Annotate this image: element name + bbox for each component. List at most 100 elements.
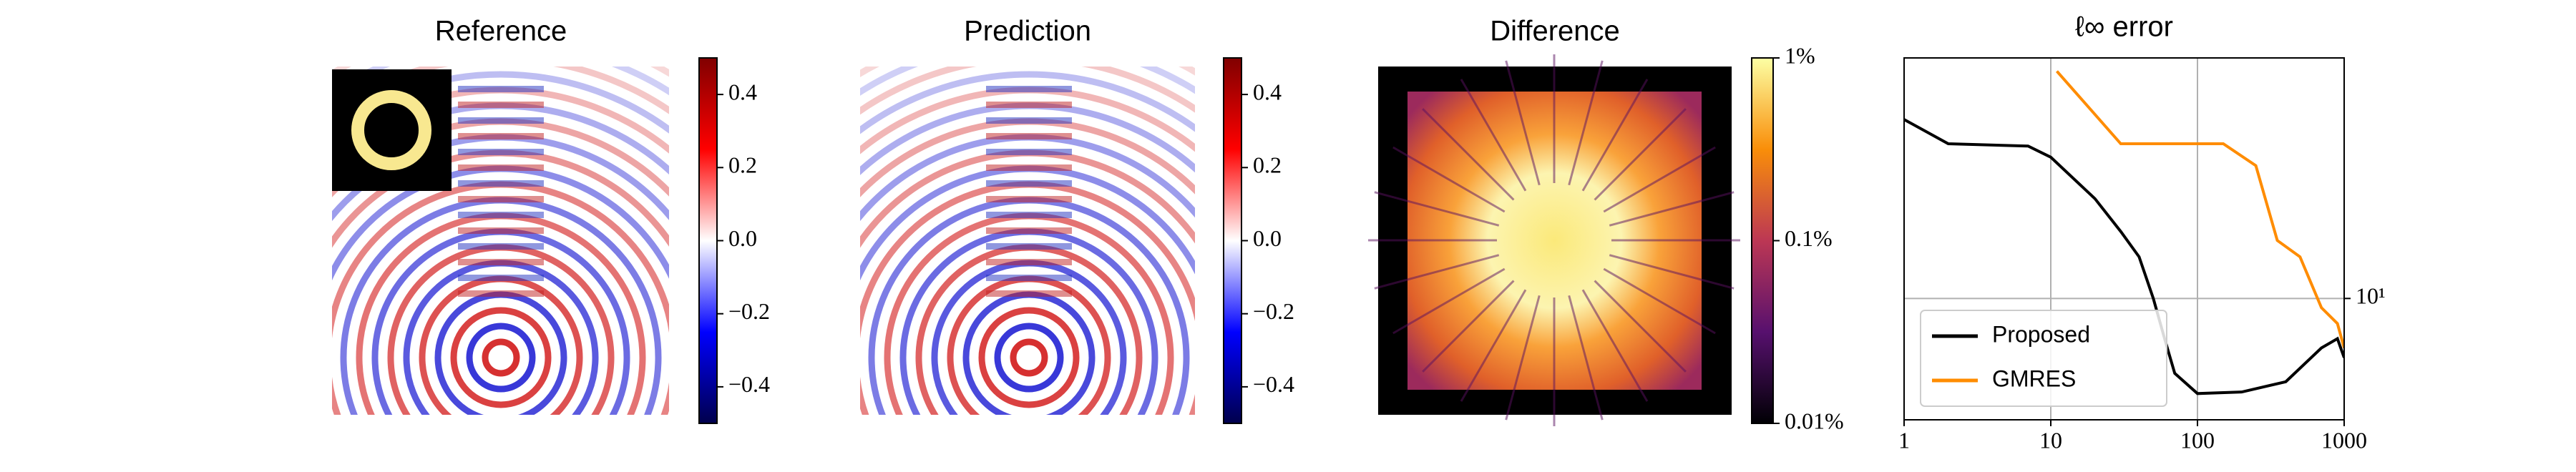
wave-ring (588, 0, 1470, 472)
line-series (2055, 70, 2344, 349)
ray (1505, 295, 1541, 421)
colorbar-tick-label: −0.4 (1253, 371, 1294, 397)
wave-ring (123, 0, 879, 472)
prediction-field (588, 0, 1470, 472)
wave-band (458, 275, 544, 281)
colorbar-tick-label: 0.1% (1785, 225, 1833, 251)
wave-band (458, 164, 544, 171)
ray (1609, 254, 1735, 290)
wave-ring (44, 0, 957, 472)
wave-ring (651, 0, 1407, 472)
wave-band (458, 259, 544, 265)
wave-ring (332, 102, 669, 176)
wave-band (986, 290, 1072, 297)
wave-band (986, 196, 1072, 202)
ray (1374, 191, 1500, 227)
wave-band (986, 259, 1072, 265)
wave-band (986, 212, 1072, 218)
ray (1460, 289, 1527, 402)
wave-band (986, 86, 1072, 92)
wave-band (986, 243, 1072, 250)
ray (1392, 267, 1506, 335)
wave-ring (667, 0, 1391, 472)
colorbar-tick-label: 0.01% (1785, 408, 1844, 433)
colorbar-tick-label: −0.4 (728, 371, 770, 397)
wave-band (458, 196, 544, 202)
colorbar-tick-label: 0.0 (1253, 225, 1282, 251)
inset-ring (351, 90, 431, 170)
x-tick-label: 100 (2180, 427, 2215, 453)
ray (1422, 108, 1515, 201)
ray (1603, 267, 1716, 335)
ray (1603, 146, 1716, 213)
ray (1422, 280, 1515, 373)
wave-band (986, 117, 1072, 124)
colorbar-tick-label: 0.2 (728, 152, 757, 178)
x-tick-label: 10 (2039, 427, 2062, 453)
x-tick-label: 1000 (2321, 427, 2367, 453)
inset (332, 69, 452, 191)
panel-title: Reference (435, 16, 567, 47)
wave-band (986, 133, 1072, 139)
wave-ring (1010, 338, 1048, 377)
wave-band (458, 212, 544, 218)
wave-ring (899, 228, 1158, 415)
ray (1594, 108, 1687, 201)
chart-title: ℓ∞ error (2075, 11, 2173, 43)
ray (1581, 79, 1649, 192)
ray (1594, 280, 1687, 373)
colorbar (1751, 57, 1774, 424)
colorbar-tick-label: −0.2 (728, 298, 770, 324)
wave-ring (60, 0, 942, 472)
wave-band (458, 149, 544, 155)
ray (1568, 295, 1604, 421)
wave-band (986, 227, 1072, 234)
wave-ring (450, 307, 552, 408)
panel-title: Prediction (964, 16, 1091, 47)
wave-ring (482, 338, 520, 377)
wave-ring (994, 323, 1064, 393)
wave-ring (107, 0, 894, 472)
plot-frame (1903, 57, 2345, 421)
wave-ring (860, 71, 1195, 134)
colorbar-tick-label: 0.4 (728, 79, 757, 104)
wave-band (986, 149, 1072, 155)
colorbar (698, 57, 718, 424)
wave-band (458, 133, 544, 139)
wave-ring (947, 275, 1111, 415)
reference-field (44, 0, 957, 472)
colorbar (1223, 57, 1242, 424)
ray (1392, 146, 1506, 213)
wave-band (986, 275, 1072, 281)
colorbar-tick-label: −0.2 (1253, 298, 1294, 324)
ray (1505, 60, 1541, 186)
wave-ring (978, 307, 1080, 408)
wave-band (986, 180, 1072, 187)
wave-ring (419, 275, 583, 415)
wave-ring (860, 102, 1195, 176)
x-tick-label: 1 (1898, 427, 1910, 453)
ray (1568, 60, 1604, 186)
wave-ring (371, 228, 630, 415)
wave-ring (76, 0, 926, 472)
colorbar-tick-label: 0.0 (728, 225, 757, 251)
wave-band (458, 117, 544, 124)
difference-detail (1368, 54, 1740, 426)
wave-ring (92, 0, 910, 472)
colorbar-tick-label: 0.4 (1253, 79, 1282, 104)
y-tick-label: 10¹ (2356, 283, 2386, 309)
legend-box (1920, 310, 2167, 407)
legend-label: GMRES (1992, 365, 2076, 391)
wave-band (986, 164, 1072, 171)
ray (1460, 79, 1527, 192)
colorbar-tick-label: 1% (1785, 42, 1815, 68)
wave-band (458, 86, 544, 92)
wave-band (458, 102, 544, 108)
panel-title: Difference (1490, 16, 1620, 47)
ray (1609, 191, 1735, 227)
wave-band (458, 227, 544, 234)
wave-band (986, 102, 1072, 108)
legend-label: Proposed (1992, 321, 2090, 347)
